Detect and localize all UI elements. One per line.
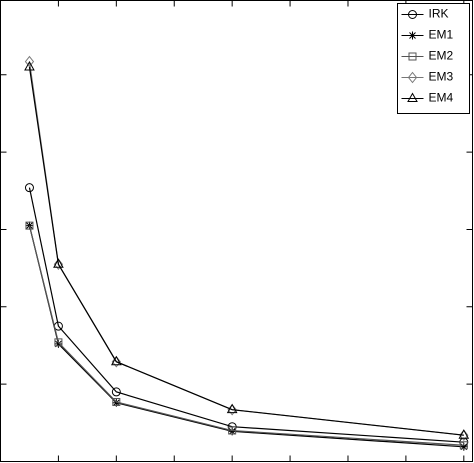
marker (408, 52, 417, 61)
marker (459, 441, 468, 450)
marker (24, 183, 34, 193)
series-line (28, 225, 464, 446)
marker (25, 221, 34, 230)
marker (408, 10, 417, 19)
marker (25, 221, 34, 230)
marker (111, 387, 121, 397)
marker (407, 92, 418, 102)
marker (408, 31, 417, 40)
marker (228, 426, 237, 435)
marker (53, 258, 64, 268)
marker (53, 258, 64, 271)
series-line (28, 66, 464, 436)
series-line (28, 187, 464, 443)
marker (458, 429, 470, 439)
legend-label: EM1 (429, 28, 454, 42)
marker (54, 339, 63, 348)
marker (112, 398, 121, 407)
legend-label: EM2 (429, 49, 454, 63)
legend-label: IRK (429, 7, 449, 21)
legend-label: EM4 (429, 91, 454, 105)
marker (54, 338, 63, 347)
marker (459, 429, 469, 442)
marker (228, 427, 237, 436)
legend-label: EM3 (429, 70, 454, 84)
marker (226, 403, 238, 414)
series-line (28, 225, 464, 448)
marker (110, 355, 122, 366)
marker (24, 55, 35, 68)
marker (407, 71, 418, 84)
marker (24, 61, 35, 71)
marker (112, 397, 121, 406)
marker (459, 442, 468, 451)
marker (111, 355, 121, 368)
legend: IRK EM1 EM2 EM3 EM4 (397, 3, 470, 114)
